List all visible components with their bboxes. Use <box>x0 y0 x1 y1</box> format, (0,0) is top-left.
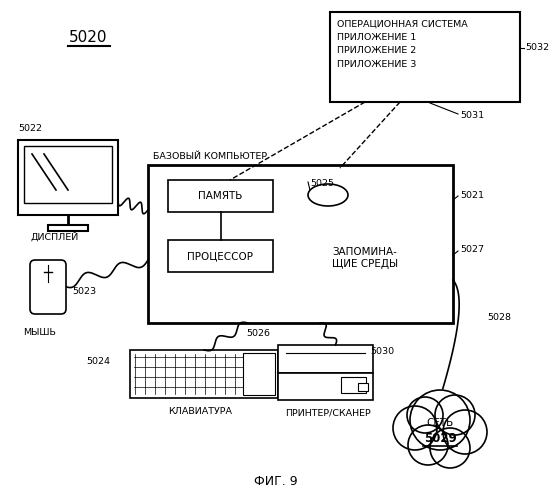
Bar <box>130 350 278 398</box>
Text: 5032: 5032 <box>525 44 549 52</box>
Text: ПРИНТЕР/СКАНЕР: ПРИНТЕР/СКАНЕР <box>285 408 371 417</box>
Text: 5027: 5027 <box>460 246 484 254</box>
Text: 5023: 5023 <box>72 288 96 296</box>
Text: 5030: 5030 <box>370 348 394 356</box>
Bar <box>168 180 273 212</box>
Circle shape <box>443 410 487 454</box>
Bar <box>278 373 373 400</box>
Bar <box>341 377 366 393</box>
Text: БАЗОВЫЙ КОМПЬЮТЕР: БАЗОВЫЙ КОМПЬЮТЕР <box>153 152 267 161</box>
FancyBboxPatch shape <box>30 260 66 314</box>
Text: 5025: 5025 <box>310 178 334 188</box>
Ellipse shape <box>308 184 348 206</box>
Text: СЕТЬ: СЕТЬ <box>426 418 453 428</box>
Text: 5022: 5022 <box>18 124 42 133</box>
Bar <box>148 165 453 323</box>
Circle shape <box>393 406 437 450</box>
Bar <box>278 345 373 373</box>
Bar <box>168 240 273 272</box>
Text: ПРОЦЕССОР: ПРОЦЕССОР <box>187 251 253 261</box>
Bar <box>330 12 520 102</box>
Text: 5031: 5031 <box>460 110 484 120</box>
Text: ДИСПЛЕЙ: ДИСПЛЕЙ <box>31 232 79 242</box>
Bar <box>18 140 118 215</box>
Bar <box>243 353 275 395</box>
Circle shape <box>410 390 470 450</box>
Bar <box>24 146 112 203</box>
Text: 5024: 5024 <box>86 358 110 366</box>
Circle shape <box>408 425 448 465</box>
Bar <box>358 383 368 391</box>
Text: КЛАВИАТУРА: КЛАВИАТУРА <box>168 407 232 416</box>
Text: ПАМЯТЬ: ПАМЯТЬ <box>199 191 243 201</box>
Text: ЗАПОМИНА-
ЩИЕ СРЕДЫ: ЗАПОМИНА- ЩИЕ СРЕДЫ <box>332 247 398 269</box>
Text: 5029: 5029 <box>424 432 456 444</box>
Text: ОПЕРАЦИОННАЯ СИСТЕМА
ПРИЛОЖЕНИЕ 1
ПРИЛОЖЕНИЕ 2
ПРИЛОЖЕНИЕ 3: ОПЕРАЦИОННАЯ СИСТЕМА ПРИЛОЖЕНИЕ 1 ПРИЛОЖ… <box>337 20 468 68</box>
Text: 5020: 5020 <box>69 30 107 45</box>
Text: ФИГ. 9: ФИГ. 9 <box>254 475 298 488</box>
Text: 5026: 5026 <box>246 329 270 338</box>
Text: 5028: 5028 <box>487 314 511 322</box>
Text: МЫШЬ: МЫШЬ <box>24 328 56 337</box>
Bar <box>48 225 88 231</box>
Circle shape <box>435 395 475 435</box>
Text: 5021: 5021 <box>460 190 484 200</box>
Circle shape <box>407 397 443 433</box>
Circle shape <box>430 428 470 468</box>
